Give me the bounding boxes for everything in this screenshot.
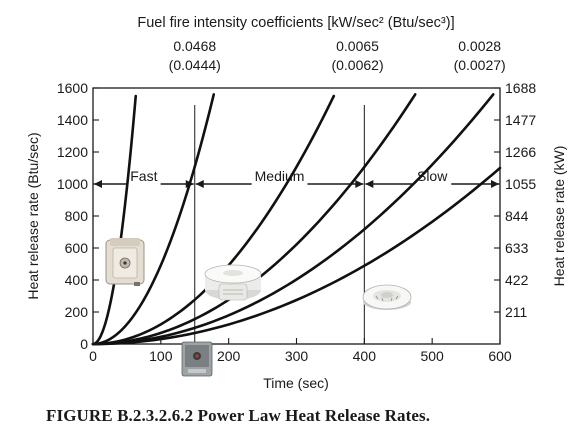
y-tick-label: 600 bbox=[65, 240, 89, 256]
arrow-head bbox=[195, 180, 204, 188]
region-label: Fast bbox=[130, 168, 157, 184]
growth-curve-2 bbox=[91, 93, 216, 346]
y2-tick-label: 844 bbox=[505, 208, 529, 224]
y2-axis-label: Heat release rate (kW) bbox=[551, 146, 567, 287]
y-tick-label: 200 bbox=[65, 304, 89, 320]
x-tick-label: 600 bbox=[488, 348, 512, 364]
heat-detector-square-icon bbox=[105, 238, 145, 286]
growth-curves bbox=[91, 93, 502, 346]
y-tick-label: 800 bbox=[65, 208, 89, 224]
y-tick-label: 1200 bbox=[57, 144, 88, 160]
y-tick-label: 1600 bbox=[57, 80, 88, 96]
growth-curve-1 bbox=[91, 94, 138, 346]
region-label: Medium bbox=[255, 168, 305, 184]
flame-detector-icon bbox=[181, 341, 213, 377]
y-tick-label: 1000 bbox=[57, 176, 88, 192]
y2-tick-label: 1055 bbox=[505, 176, 536, 192]
x-tick-label: 100 bbox=[149, 348, 173, 364]
y2-tick-label: 633 bbox=[505, 240, 529, 256]
coefficient-paren: (0.0027) bbox=[454, 57, 506, 73]
region-labels: Fast Medium Slow bbox=[127, 167, 452, 185]
y2-ticks: 211 422 633 844 1055 1266 1477 1688 bbox=[494, 80, 536, 320]
growth-curve-6 bbox=[91, 166, 502, 346]
x-tick-label: 400 bbox=[353, 348, 377, 364]
growth-curve-5 bbox=[91, 93, 495, 346]
y2-tick-label: 1266 bbox=[505, 144, 536, 160]
coefficient-paren: (0.0062) bbox=[331, 57, 383, 73]
x-tick-label: 200 bbox=[217, 348, 241, 364]
region-label-bg bbox=[127, 167, 161, 185]
coefficient-value: 0.0065 bbox=[336, 38, 379, 54]
y2-tick-label: 1477 bbox=[505, 112, 536, 128]
region-label-bg bbox=[413, 167, 452, 185]
y2-tick-label: 1688 bbox=[505, 80, 536, 96]
y2-tick-label: 211 bbox=[505, 304, 528, 320]
y2-tick-label: 422 bbox=[505, 272, 529, 288]
coefficient-labels: 0.0468 (0.0444) 0.0065 (0.0062) 0.0028 (0.002… bbox=[169, 38, 506, 73]
y-axis-label: Heat release rate (Btu/sec) bbox=[25, 132, 41, 299]
coefficient-value: 0.0028 bbox=[458, 38, 501, 54]
x-tick-label: 0 bbox=[89, 348, 97, 364]
x-axis-label: Time (sec) bbox=[263, 375, 329, 391]
y-ticks: 0 200 400 600 800 1000 1200 1400 1600 bbox=[57, 80, 99, 352]
growth-curve-3 bbox=[91, 94, 336, 346]
growth-curve-4 bbox=[91, 93, 417, 346]
y-tick-label: 400 bbox=[65, 272, 89, 288]
x-tick-label: 300 bbox=[285, 348, 309, 364]
arrow-head bbox=[365, 180, 374, 188]
x-tick-label: 500 bbox=[420, 348, 444, 364]
y-tick-label: 1400 bbox=[57, 112, 88, 128]
coefficient-value: 0.0468 bbox=[173, 38, 216, 54]
x-ticks: 0 100 200 300 400 500 600 bbox=[89, 338, 512, 364]
coefficient-paren: (0.0444) bbox=[169, 57, 221, 73]
smoke-detector-low-icon bbox=[362, 284, 412, 310]
figure-caption: FIGURE B.2.3.2.6.2 Power Law Heat Releas… bbox=[46, 406, 431, 425]
chart-title: Fuel fire intensity coefficients [kW/sec… bbox=[137, 15, 454, 31]
arrow-head bbox=[355, 180, 364, 188]
heat-release-chart: Fuel fire intensity coefficients [kW/sec… bbox=[25, 15, 567, 391]
smoke-detector-icon bbox=[204, 264, 262, 301]
y-tick-label: 0 bbox=[80, 336, 88, 352]
